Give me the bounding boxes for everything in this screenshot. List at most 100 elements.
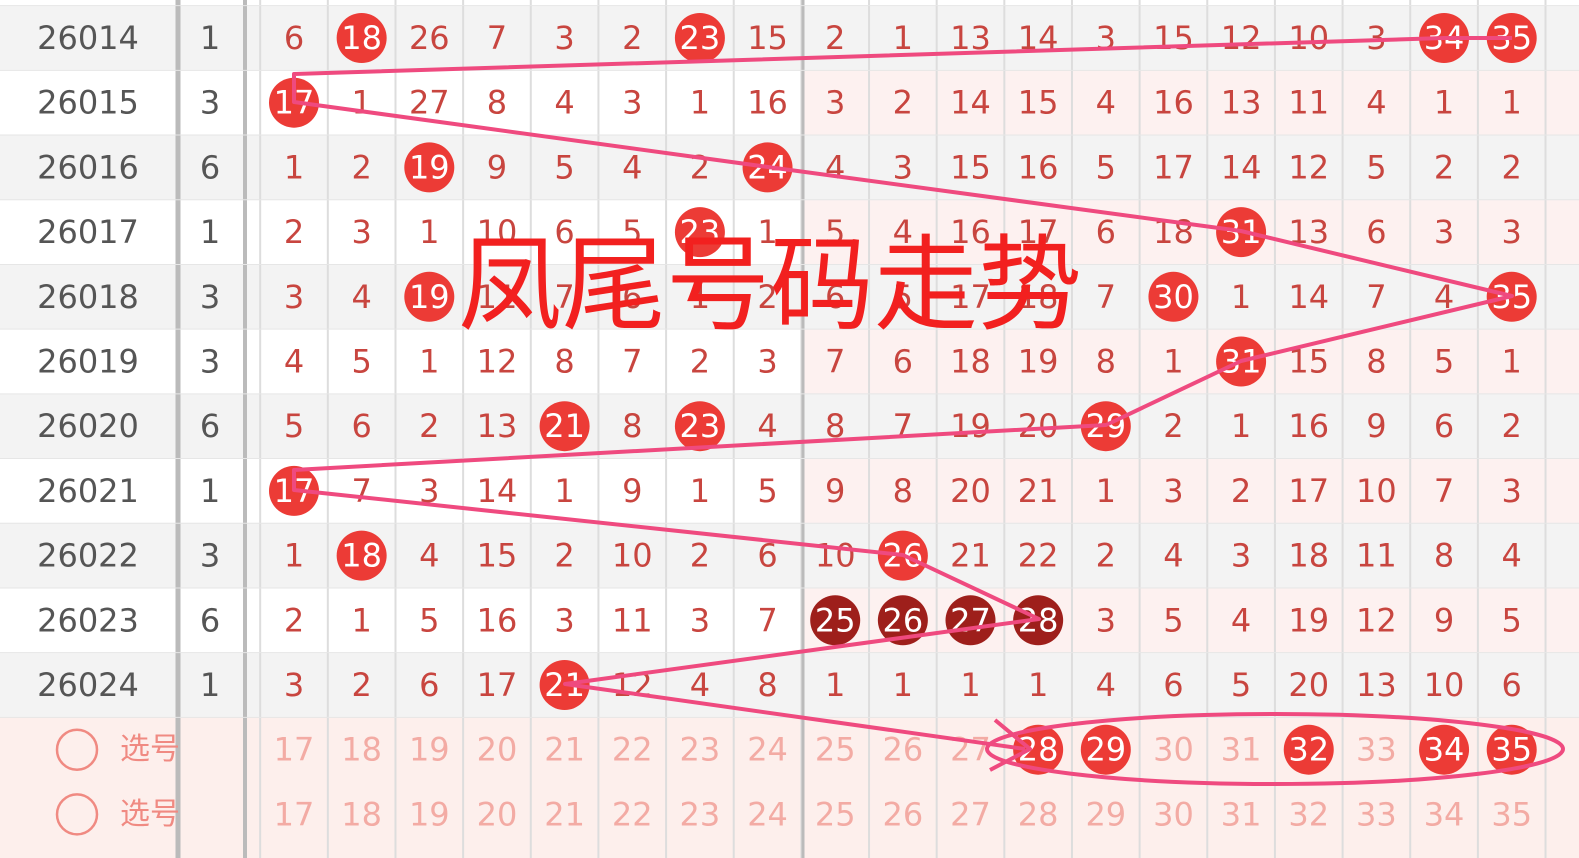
miss-count: 7: [1434, 472, 1454, 510]
miss-count: 8: [1434, 537, 1454, 575]
miss-count: 3: [1434, 213, 1454, 251]
select-number: 24: [747, 795, 788, 833]
miss-count: 3: [757, 343, 777, 381]
miss-count: 1: [1231, 407, 1251, 445]
miss-count: 5: [622, 213, 642, 251]
select-number: 33: [1356, 731, 1397, 769]
miss-count: 6: [419, 666, 439, 704]
trend-path: [292, 36, 1514, 751]
row-bg: [0, 264, 1579, 330]
miss-count: 4: [554, 84, 574, 122]
select-number: 27: [950, 731, 991, 769]
miss-count: 5: [1096, 148, 1116, 186]
miss-count: 2: [419, 407, 439, 445]
select-number: 28: [1018, 795, 1059, 833]
miss-count: 16: [1153, 84, 1194, 122]
miss-count: 2: [1434, 148, 1454, 186]
miss-count: 3: [1096, 19, 1116, 57]
miss-count: 6: [757, 537, 777, 575]
miss-count: 4: [825, 148, 845, 186]
zone-bg: [803, 70, 1579, 136]
miss-count: 5: [554, 148, 574, 186]
zone-bg: [803, 458, 1579, 524]
miss-count: 6: [1096, 213, 1116, 251]
miss-count: 1: [1028, 666, 1048, 704]
hit-number: 23: [680, 407, 721, 445]
miss-count: 4: [1163, 537, 1183, 575]
miss-count: 7: [893, 407, 913, 445]
select-label: 选号: [120, 732, 180, 767]
count: 1: [200, 19, 220, 57]
select-number: 35: [1491, 731, 1532, 769]
miss-count: 9: [622, 472, 642, 510]
select-number: 17: [274, 795, 315, 833]
select-number: 18: [341, 731, 382, 769]
miss-count: 13: [1221, 84, 1262, 122]
miss-count: 1: [690, 84, 710, 122]
miss-count: 6: [1366, 213, 1386, 251]
row-bg: [0, 652, 1579, 718]
miss-count: 5: [1434, 343, 1454, 381]
miss-count: 4: [1096, 666, 1116, 704]
miss-count: 8: [757, 666, 777, 704]
hit-ball: [945, 595, 996, 646]
select-number: 23: [680, 795, 721, 833]
miss-count: 3: [554, 601, 574, 639]
miss-count: 7: [487, 19, 507, 57]
miss-count: 16: [950, 213, 991, 251]
miss-count: 5: [825, 213, 845, 251]
miss-count: 17: [1153, 148, 1194, 186]
hit-number: 27: [950, 601, 991, 639]
miss-count: 15: [747, 19, 788, 57]
miss-count: 8: [1366, 343, 1386, 381]
miss-count: 8: [825, 407, 845, 445]
select-number: 25: [815, 731, 856, 769]
miss-count: 1: [825, 666, 845, 704]
miss-count: 16: [747, 84, 788, 122]
miss-count: 3: [893, 148, 913, 186]
miss-count: 12: [1288, 148, 1329, 186]
miss-count: 20: [1288, 666, 1329, 704]
miss-count: 1: [351, 84, 371, 122]
select-number: 20: [477, 731, 518, 769]
miss-count: 15: [950, 148, 991, 186]
miss-count: 6: [554, 213, 574, 251]
zone-bg: [803, 199, 1579, 265]
count: 6: [200, 407, 220, 445]
miss-count: 7: [1096, 278, 1116, 316]
selected-ball: [1013, 724, 1064, 775]
miss-count: 3: [1096, 601, 1116, 639]
miss-count: 4: [893, 213, 913, 251]
miss-count: 4: [419, 537, 439, 575]
miss-count: 4: [1231, 601, 1251, 639]
miss-count: 5: [1231, 666, 1251, 704]
select-label: 选号: [120, 797, 180, 832]
select-number: 32: [1288, 731, 1329, 769]
select-number: 30: [1153, 795, 1194, 833]
miss-count: 2: [1502, 148, 1522, 186]
miss-count: 20: [950, 472, 991, 510]
count: 1: [200, 666, 220, 704]
miss-count: 2: [351, 148, 371, 186]
selection-ellipse: [985, 712, 1565, 786]
miss-count: 14: [1288, 278, 1329, 316]
miss-count: 2: [825, 19, 845, 57]
miss-count: 10: [1424, 666, 1465, 704]
miss-count: 15: [1153, 19, 1194, 57]
period: 26019: [37, 343, 139, 381]
zone-bg: [803, 587, 1579, 653]
miss-count: 2: [284, 601, 304, 639]
miss-count: 8: [893, 472, 913, 510]
miss-count: 5: [1502, 601, 1522, 639]
miss-count: 7: [622, 343, 642, 381]
miss-count: 11: [612, 601, 653, 639]
period: 26022: [37, 537, 139, 575]
miss-count: 2: [690, 148, 710, 186]
miss-count: 8: [487, 84, 507, 122]
hit-number: 23: [680, 19, 721, 57]
hit-ball: [877, 595, 928, 646]
miss-count: 1: [1163, 343, 1183, 381]
miss-count: 3: [351, 213, 371, 251]
miss-count: 3: [1163, 472, 1183, 510]
miss-count: 7: [1366, 278, 1386, 316]
